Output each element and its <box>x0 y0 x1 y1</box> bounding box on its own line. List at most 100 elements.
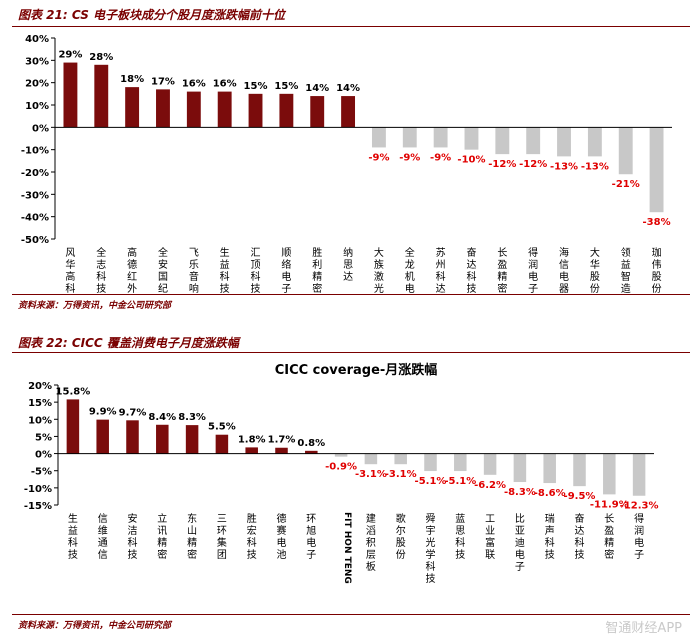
category-label: 高德红外 <box>127 246 137 295</box>
y-tick-label: -40% <box>21 213 49 224</box>
data-label: 17% <box>151 76 175 87</box>
category-label: 立讯精密 <box>157 512 167 561</box>
data-label: -9.5% <box>564 491 596 502</box>
data-label: -11.9% <box>590 499 629 510</box>
bar <box>526 127 541 155</box>
data-label: 9.9% <box>89 407 117 418</box>
bar <box>402 127 417 148</box>
category-label: 顺络电子 <box>281 247 291 295</box>
figure-22-rule <box>12 352 690 353</box>
y-tick-label: 20% <box>28 381 52 392</box>
category-label: 胜利精密 <box>312 247 322 295</box>
bar <box>125 87 140 128</box>
bar <box>279 93 294 128</box>
category-label: 得润电子 <box>634 513 644 561</box>
figure-21-bottom-rule <box>12 294 690 295</box>
y-tick-label: 20% <box>25 79 49 90</box>
figure-21-title: 图表 21: CS 电子板块成分个股月度涨跌幅前十位 <box>18 8 286 22</box>
data-label: 0.8% <box>297 438 325 449</box>
bar <box>543 453 556 484</box>
data-label: 16% <box>182 79 206 90</box>
bar <box>217 91 232 128</box>
bar <box>334 453 348 457</box>
data-label: 1.7% <box>268 435 296 446</box>
bar <box>275 447 288 454</box>
category-label: 全安国纪 <box>158 246 168 295</box>
category-label: 大华股份 <box>590 246 600 295</box>
category-label: 汇顶科技 <box>251 246 261 295</box>
bar <box>215 434 229 454</box>
category-label: 长盈精密 <box>604 513 614 561</box>
figure-21-rule <box>12 26 690 27</box>
bar <box>632 453 646 496</box>
data-label: -8.3% <box>504 487 536 498</box>
bar <box>156 424 169 454</box>
data-label: 5.5% <box>208 422 236 433</box>
watermark: 智通财经APP <box>605 621 682 636</box>
category-label: 得润电子 <box>528 247 538 295</box>
bar <box>573 453 586 487</box>
data-label: -5.1% <box>444 476 476 487</box>
y-tick-label: 15% <box>28 398 52 409</box>
data-label: -13% <box>581 161 609 172</box>
category-label: 舜宇光学科技 <box>426 512 436 585</box>
data-label: -12% <box>488 159 516 170</box>
y-tick-label: 5% <box>35 432 52 443</box>
data-label: -10% <box>457 155 485 166</box>
data-label: -8.6% <box>534 488 566 499</box>
category-label: 信维通信 <box>98 513 108 561</box>
y-tick-label: -10% <box>21 146 49 157</box>
bar <box>557 127 571 157</box>
y-tick-label: 30% <box>25 56 49 67</box>
bar <box>185 425 199 454</box>
data-label: 14% <box>336 83 360 94</box>
y-tick-label: 0% <box>32 123 49 134</box>
data-label: -0.9% <box>325 462 357 473</box>
data-label: -3.1% <box>385 469 417 480</box>
data-label: -9% <box>399 152 420 163</box>
data-label: 14% <box>305 83 329 94</box>
chart-top-ten-movers: 40% 30% 20% 10% 0% -10% -20% -30% -40% -50% 29% 风华高… <box>21 34 672 295</box>
data-label: -6.2% <box>474 480 506 491</box>
figure-22-title: 图表 22: CICC 覆盖消费电子月度涨跌幅 <box>18 336 239 350</box>
y-tick-label: -50% <box>21 235 49 246</box>
bar <box>394 453 407 465</box>
category-label: 蓝思科技 <box>455 513 465 561</box>
bar <box>364 453 378 465</box>
bar <box>483 453 497 475</box>
category-label: 珈伟股份 <box>652 247 662 295</box>
category-label: 瑞声科技 <box>545 513 555 561</box>
bar <box>94 64 109 128</box>
category-label: FIT HON TENG <box>342 512 352 584</box>
data-label: -12% <box>519 159 547 170</box>
y-tick-label: -10% <box>24 484 52 495</box>
y-tick-label: -20% <box>21 168 49 179</box>
figure-22-bottom-rule <box>12 614 690 615</box>
data-label: 8.3% <box>178 412 206 423</box>
bar <box>63 62 78 128</box>
category-label: 三环集团 <box>217 514 227 561</box>
bar <box>310 96 325 128</box>
category-label: 全龙机电 <box>405 246 415 295</box>
bar <box>245 447 258 454</box>
data-label: -13% <box>550 161 578 172</box>
data-label: -21% <box>612 179 640 190</box>
category-label: 苏州科达 <box>436 246 446 295</box>
category-label: 比亚迪电子 <box>515 513 525 573</box>
category-label: 大族激光 <box>374 246 384 295</box>
y-tick-label: -30% <box>21 190 49 201</box>
category-label: 生益科技 <box>220 246 230 295</box>
data-label: 15% <box>274 81 298 92</box>
category-label: 胜宏科技 <box>247 513 257 561</box>
data-label: 1.8% <box>238 434 266 445</box>
category-label: 环旭电子 <box>306 514 316 561</box>
bar <box>495 127 510 155</box>
bar <box>513 453 527 483</box>
bar <box>248 93 263 128</box>
category-label: 海信电器 <box>559 246 569 295</box>
data-label: -12.3% <box>620 501 659 512</box>
category-label: 领益智造 <box>621 246 631 295</box>
category-label: 奋达科技 <box>575 512 585 561</box>
bar <box>371 127 386 148</box>
